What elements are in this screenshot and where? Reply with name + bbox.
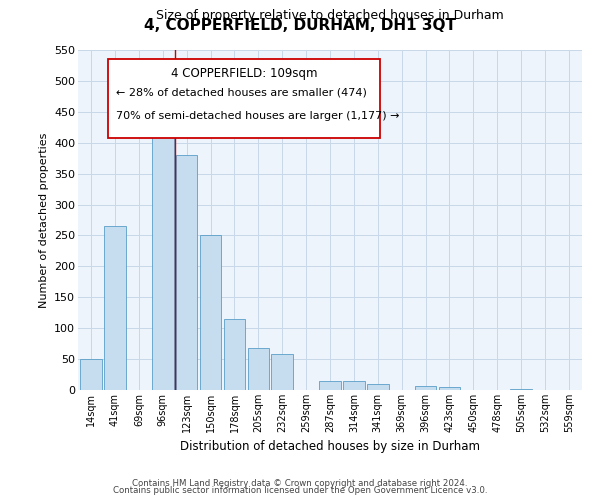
Text: 4, COPPERFIELD, DURHAM, DH1 3QT: 4, COPPERFIELD, DURHAM, DH1 3QT [144, 18, 456, 32]
FancyBboxPatch shape [108, 58, 380, 138]
Bar [200, 236, 221, 390]
Bar [104, 226, 126, 390]
Text: Contains public sector information licensed under the Open Government Licence v3: Contains public sector information licen… [113, 486, 487, 495]
Bar [319, 380, 341, 390]
Bar [343, 380, 365, 390]
Bar [152, 124, 173, 390]
X-axis label: Distribution of detached houses by size in Durham: Distribution of detached houses by size … [180, 440, 480, 454]
Text: 70% of semi-detached houses are larger (1,177) →: 70% of semi-detached houses are larger (… [116, 111, 400, 121]
Bar [367, 384, 389, 390]
Text: Contains HM Land Registry data © Crown copyright and database right 2024.: Contains HM Land Registry data © Crown c… [132, 478, 468, 488]
Text: 4 COPPERFIELD: 109sqm: 4 COPPERFIELD: 109sqm [171, 67, 317, 80]
Title: Size of property relative to detached houses in Durham: Size of property relative to detached ho… [156, 10, 504, 22]
Bar [224, 319, 245, 390]
Bar [415, 386, 436, 390]
Bar [248, 348, 269, 390]
Bar [80, 359, 102, 390]
Bar [439, 387, 460, 390]
Bar [511, 389, 532, 390]
Y-axis label: Number of detached properties: Number of detached properties [38, 132, 49, 308]
Bar [271, 354, 293, 390]
Bar [176, 155, 197, 390]
Text: ← 28% of detached houses are smaller (474): ← 28% of detached houses are smaller (47… [116, 88, 367, 98]
